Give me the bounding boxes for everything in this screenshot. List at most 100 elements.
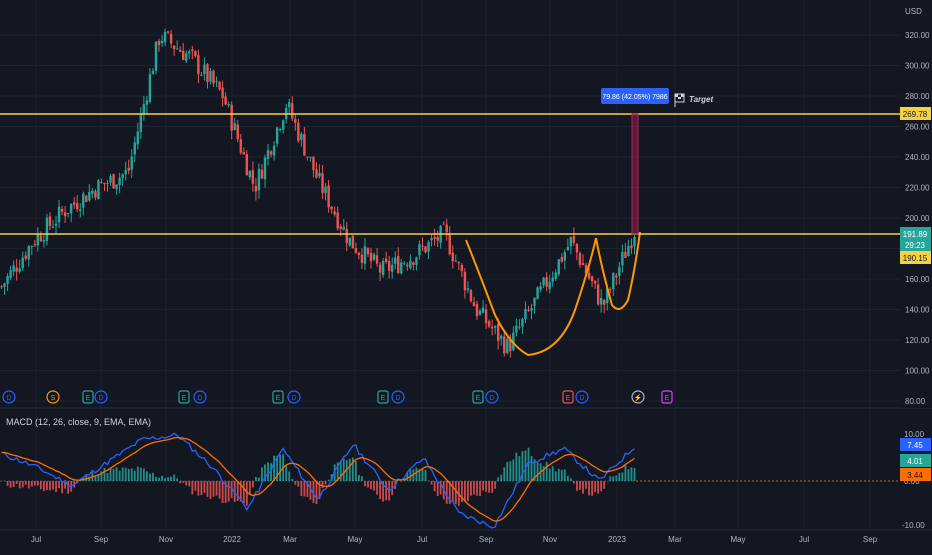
candle-body xyxy=(197,55,200,75)
candle-body xyxy=(609,289,612,291)
split-marker-icon[interactable] xyxy=(46,390,60,404)
measure-box[interactable] xyxy=(631,113,639,235)
time-tick-label: 2023 xyxy=(608,535,626,544)
candle-body xyxy=(148,74,152,102)
candle-body xyxy=(339,226,342,230)
macd-histogram-bar xyxy=(615,475,618,481)
candle-body xyxy=(603,299,606,305)
macd-histogram-bar xyxy=(324,481,327,485)
dividend-marker-icon[interactable] xyxy=(2,390,16,404)
candle-body xyxy=(403,263,406,265)
candle-body xyxy=(100,182,103,184)
macd-tick-0: 0.00 xyxy=(904,477,920,486)
macd-histogram-bar xyxy=(512,459,515,481)
earnings-marker-icon[interactable] xyxy=(661,390,673,404)
candle-body xyxy=(154,41,158,71)
event-markers[interactable]: D S E D E D E D E D E D E D ⚡ E xyxy=(2,390,673,404)
candle-body xyxy=(536,287,539,300)
candle-body xyxy=(269,151,273,155)
dividend-marker-icon[interactable] xyxy=(391,390,405,404)
macd-histogram-bar xyxy=(585,481,587,489)
dividend-marker-icon[interactable] xyxy=(94,390,108,404)
macd-histogram-bar xyxy=(206,481,209,497)
candle-body xyxy=(188,51,191,54)
price-tick-label: 200.00 xyxy=(905,214,930,223)
candle-body xyxy=(191,49,194,51)
macd-histogram-bar xyxy=(554,471,557,481)
macd-histogram-bar xyxy=(161,475,163,481)
candle-body xyxy=(82,193,85,208)
earnings-marker-icon[interactable] xyxy=(562,390,574,404)
macd-histogram-bar xyxy=(312,481,315,503)
macd-histogram-bar xyxy=(3,480,6,482)
price-tick-label: 240.00 xyxy=(905,153,930,162)
macd-histogram-bar xyxy=(167,477,169,481)
candle-body xyxy=(378,264,382,273)
candle-body xyxy=(345,228,348,244)
last-price-text: 191.89 xyxy=(903,230,928,239)
macd-histogram-bar xyxy=(566,475,569,481)
resistance-price-tag xyxy=(900,251,931,264)
macd-histogram-bar xyxy=(273,455,275,481)
macd-histogram-bar xyxy=(0,481,3,482)
candle-body xyxy=(409,260,412,269)
dividend-marker-icon[interactable] xyxy=(575,390,589,404)
event-marker-label: D xyxy=(395,395,400,402)
candle-body xyxy=(336,212,339,229)
event-marker-label: D xyxy=(291,395,296,402)
candle-body xyxy=(630,245,633,249)
candle-body xyxy=(221,87,224,99)
macd-histogram-bar xyxy=(251,481,254,488)
candle-body xyxy=(312,156,315,171)
macd-histogram-bar xyxy=(294,481,297,485)
macd-histogram-bar xyxy=(588,481,590,496)
time-tick-label: 2022 xyxy=(223,535,241,544)
event-marker-label: D xyxy=(489,395,494,402)
candle-body xyxy=(18,268,21,272)
macd-histogram-bar xyxy=(103,468,106,481)
earnings-marker-icon[interactable] xyxy=(377,390,389,404)
macd-histogram-bar xyxy=(212,481,215,497)
candle-body xyxy=(524,308,527,320)
macd-histogram-bar xyxy=(612,476,615,481)
candle-body xyxy=(63,212,67,217)
macd-histogram-bar xyxy=(309,481,312,500)
earnings-marker-icon[interactable] xyxy=(472,390,484,404)
candle-body xyxy=(560,257,563,262)
candle-body xyxy=(578,253,582,265)
macd-histogram-bar xyxy=(460,481,463,503)
candle-body xyxy=(6,275,9,284)
earnings-marker-icon[interactable] xyxy=(178,390,190,404)
macd-histogram-bar xyxy=(560,469,563,481)
time-tick-label: Mar xyxy=(668,535,682,544)
macd-value-text: 7.45 xyxy=(907,441,923,450)
earnings-marker-icon[interactable] xyxy=(82,390,94,404)
news-marker-icon[interactable] xyxy=(631,390,645,404)
macd-histogram-bar xyxy=(261,467,263,481)
macd-histogram-bar xyxy=(182,481,185,483)
candle-body xyxy=(206,64,209,82)
macd-histogram-bar xyxy=(364,481,366,487)
candle-body xyxy=(209,71,212,82)
macd-histogram-bar xyxy=(479,481,481,497)
candle-body xyxy=(51,226,55,228)
signal-value-badge xyxy=(900,468,931,481)
macd-histogram-bar xyxy=(152,472,154,481)
dividend-marker-icon[interactable] xyxy=(485,390,499,404)
candle-body xyxy=(300,133,303,140)
dividend-marker-icon[interactable] xyxy=(193,390,207,404)
candle-body xyxy=(194,51,197,57)
candle-body xyxy=(248,170,252,178)
macd-histogram-bar xyxy=(633,467,636,481)
time-axis[interactable]: Jul Sep Nov 2022 Mar May Jul Sep Nov 2023 Mar May Ju… xyxy=(31,535,878,544)
macd-histogram-bar xyxy=(136,466,139,481)
macd-histogram-bar xyxy=(370,481,372,490)
dividend-marker-icon[interactable] xyxy=(287,390,301,404)
macd-histogram-bar xyxy=(361,476,363,481)
candle-body xyxy=(463,272,467,291)
macd-histogram-bar xyxy=(433,481,436,492)
earnings-marker-icon[interactable] xyxy=(272,390,284,404)
candle-body xyxy=(24,255,27,259)
macd-histogram-bar xyxy=(563,469,566,481)
